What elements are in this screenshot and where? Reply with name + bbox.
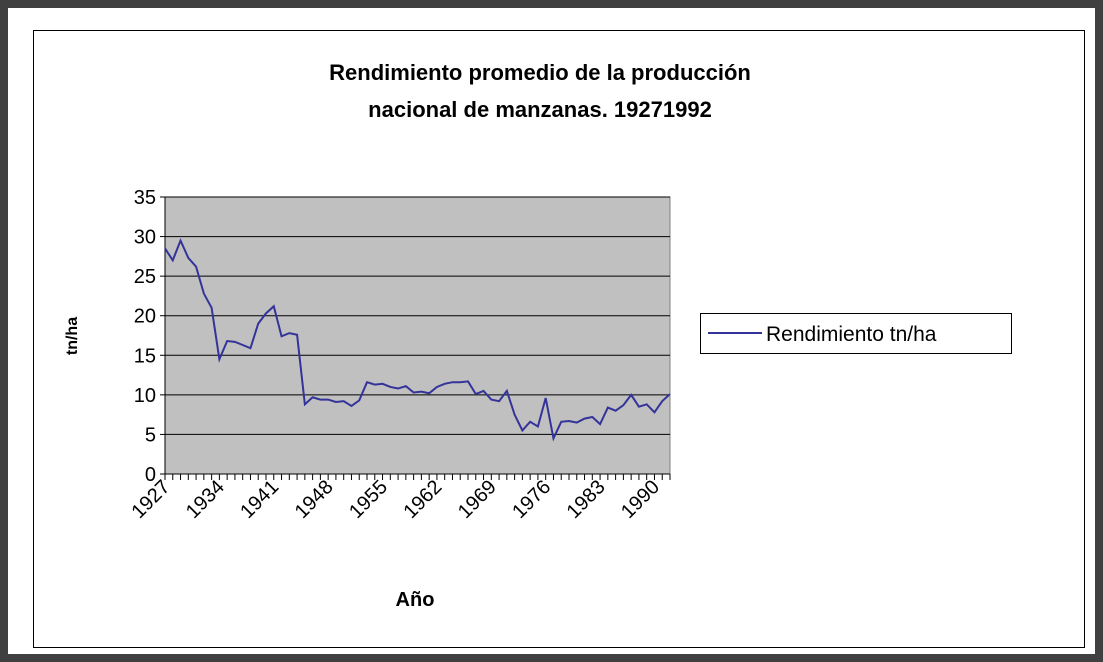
y-tick-label: 0 bbox=[145, 464, 156, 486]
y-tick-label: 15 bbox=[134, 345, 156, 367]
y-tick-label: 30 bbox=[134, 227, 156, 249]
y-axis-label: tn/ha bbox=[64, 317, 81, 355]
chart-title: nacional de manzanas. 19271992 bbox=[368, 97, 712, 122]
legend-label: Rendimiento tn/ha bbox=[766, 323, 937, 346]
y-tick-label: 10 bbox=[134, 385, 156, 407]
x-axis-label: Año bbox=[396, 589, 435, 611]
plot-area bbox=[164, 196, 671, 475]
y-tick-label: 5 bbox=[145, 424, 156, 446]
chart-title: Rendimiento promedio de la producción bbox=[329, 60, 751, 85]
y-tick-label: 35 bbox=[134, 187, 156, 209]
y-tick-label: 20 bbox=[134, 306, 156, 328]
y-tick-label: 25 bbox=[134, 266, 156, 288]
data-line bbox=[164, 237, 671, 442]
